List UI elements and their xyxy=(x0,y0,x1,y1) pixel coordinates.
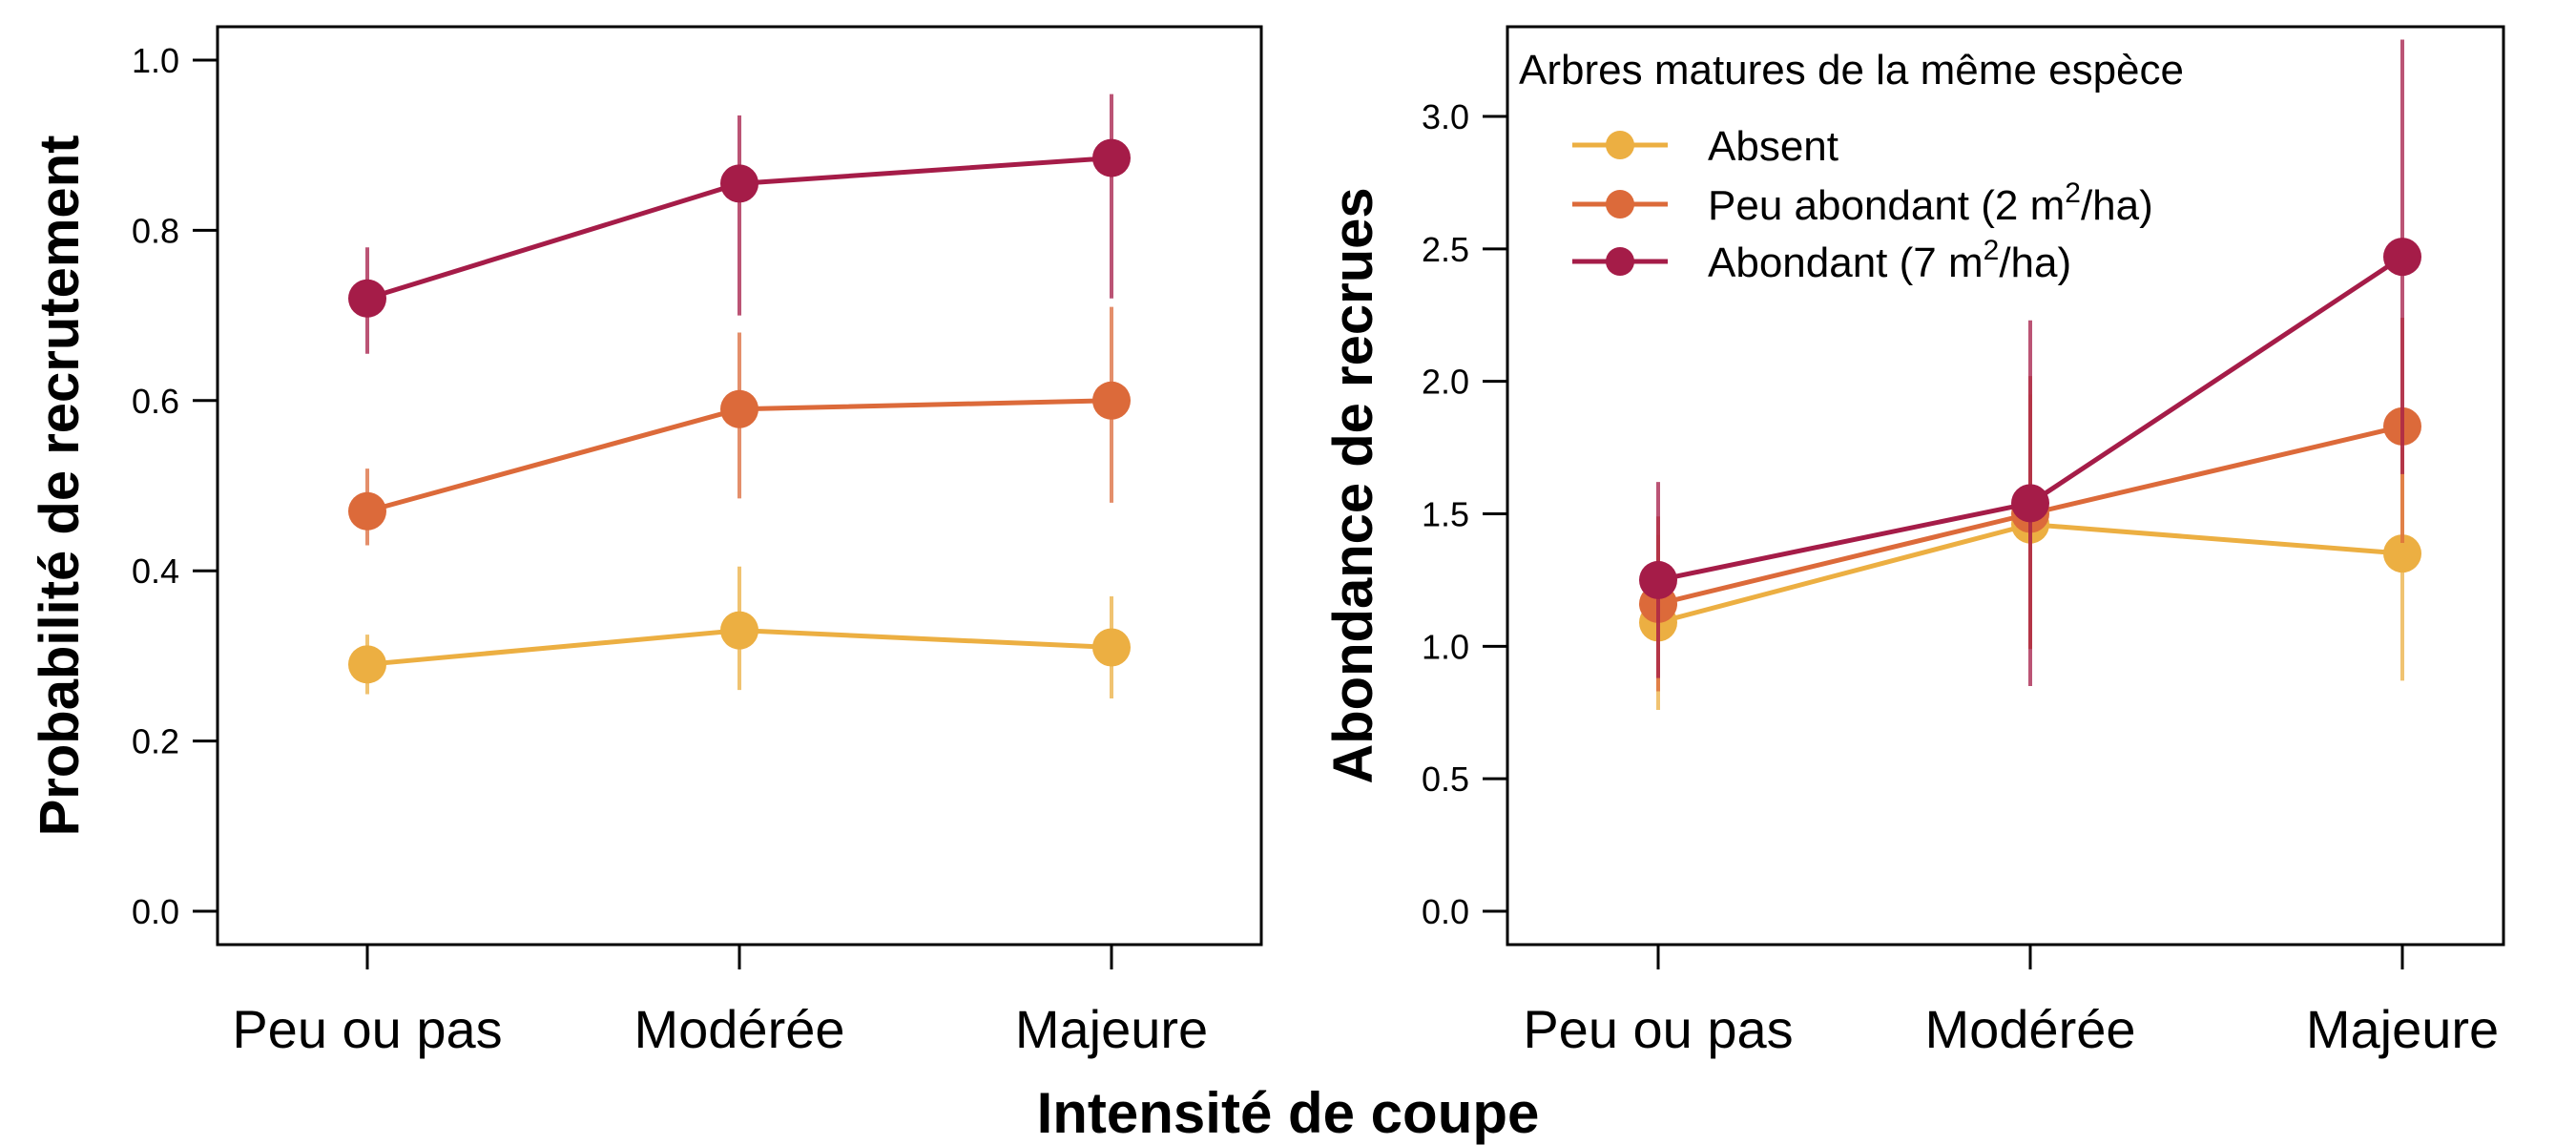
y-tick-label: 0.6 xyxy=(132,382,179,421)
data-point xyxy=(1092,138,1131,177)
x-category-label: Peu ou pas xyxy=(1523,999,1793,1059)
x-category-label: Majeure xyxy=(2306,999,2499,1059)
legend-entry-abondant: Abondant (7 m2/ha) xyxy=(1572,235,2071,286)
data-point xyxy=(348,279,386,318)
data-point xyxy=(348,645,386,684)
data-point xyxy=(1092,381,1131,420)
y-tick-label: 0.4 xyxy=(132,552,179,591)
data-point xyxy=(2011,484,2049,523)
legend-label: Peu abondant (2 m2/ha) xyxy=(1708,177,2153,229)
legend: Arbres matures de la même espèce Absent P… xyxy=(1519,47,2184,286)
panel-recruitment-probability: 0.0 0.2 0.4 0.6 0.8 1.0 Peu ou pas Modérée Majeu… xyxy=(29,25,1263,1059)
x-category-label: Peu ou pas xyxy=(232,999,502,1059)
y-tick-label: 2.0 xyxy=(1422,363,1469,402)
y-tick-label: 0.0 xyxy=(1422,892,1469,931)
data-point xyxy=(1639,560,1677,599)
y-tick-label: 0.8 xyxy=(132,211,179,250)
data-point xyxy=(2383,534,2421,573)
x-category-label: Majeure xyxy=(1015,999,1208,1059)
y-tick-label: 0.2 xyxy=(132,722,179,761)
data-point xyxy=(348,491,386,531)
y-tick-label: 0.0 xyxy=(132,892,179,931)
legend-marker xyxy=(1606,247,1634,276)
y-tick-label: 2.5 xyxy=(1422,230,1469,269)
data-point xyxy=(1092,628,1131,667)
panel-recruit-abundance: 0.0 0.5 1.0 1.5 2.0 2.5 3.0 Peu ou pas Modérée Ma… xyxy=(1322,25,2505,1059)
y-tick-label: 3.0 xyxy=(1422,97,1469,136)
series-peu xyxy=(348,306,1131,546)
legend-title: Arbres matures de la même espèce xyxy=(1519,47,2184,94)
y-axis-label: Probabilité de recrutement xyxy=(29,135,91,837)
legend-entry-absent: Absent xyxy=(1572,123,1839,170)
legend-marker xyxy=(1606,131,1634,159)
data-point xyxy=(720,611,758,650)
series-absent xyxy=(348,566,1131,698)
y-tick-label: 0.5 xyxy=(1422,760,1469,799)
plot-frame xyxy=(1506,25,2505,947)
data-point xyxy=(2383,238,2421,277)
y-tick-label: 1.0 xyxy=(132,41,179,80)
x-axis-label: Intensité de coupe xyxy=(1037,1081,1540,1145)
y-axis-label: Abondance de recrues xyxy=(1322,187,1384,783)
series-abondant xyxy=(1639,39,2421,686)
data-point xyxy=(720,389,758,428)
data-point xyxy=(720,164,758,203)
legend-marker xyxy=(1606,190,1634,219)
y-tick-label: 1.0 xyxy=(1422,627,1469,666)
x-category-label: Modérée xyxy=(634,999,844,1059)
y-tick-label: 1.5 xyxy=(1422,495,1469,534)
legend-label: Absent xyxy=(1708,123,1839,170)
legend-label: Abondant (7 m2/ha) xyxy=(1708,235,2071,286)
legend-entry-peu: Peu abondant (2 m2/ha) xyxy=(1572,177,2153,229)
series-abondant xyxy=(348,94,1131,354)
x-category-label: Modérée xyxy=(1924,999,2135,1059)
